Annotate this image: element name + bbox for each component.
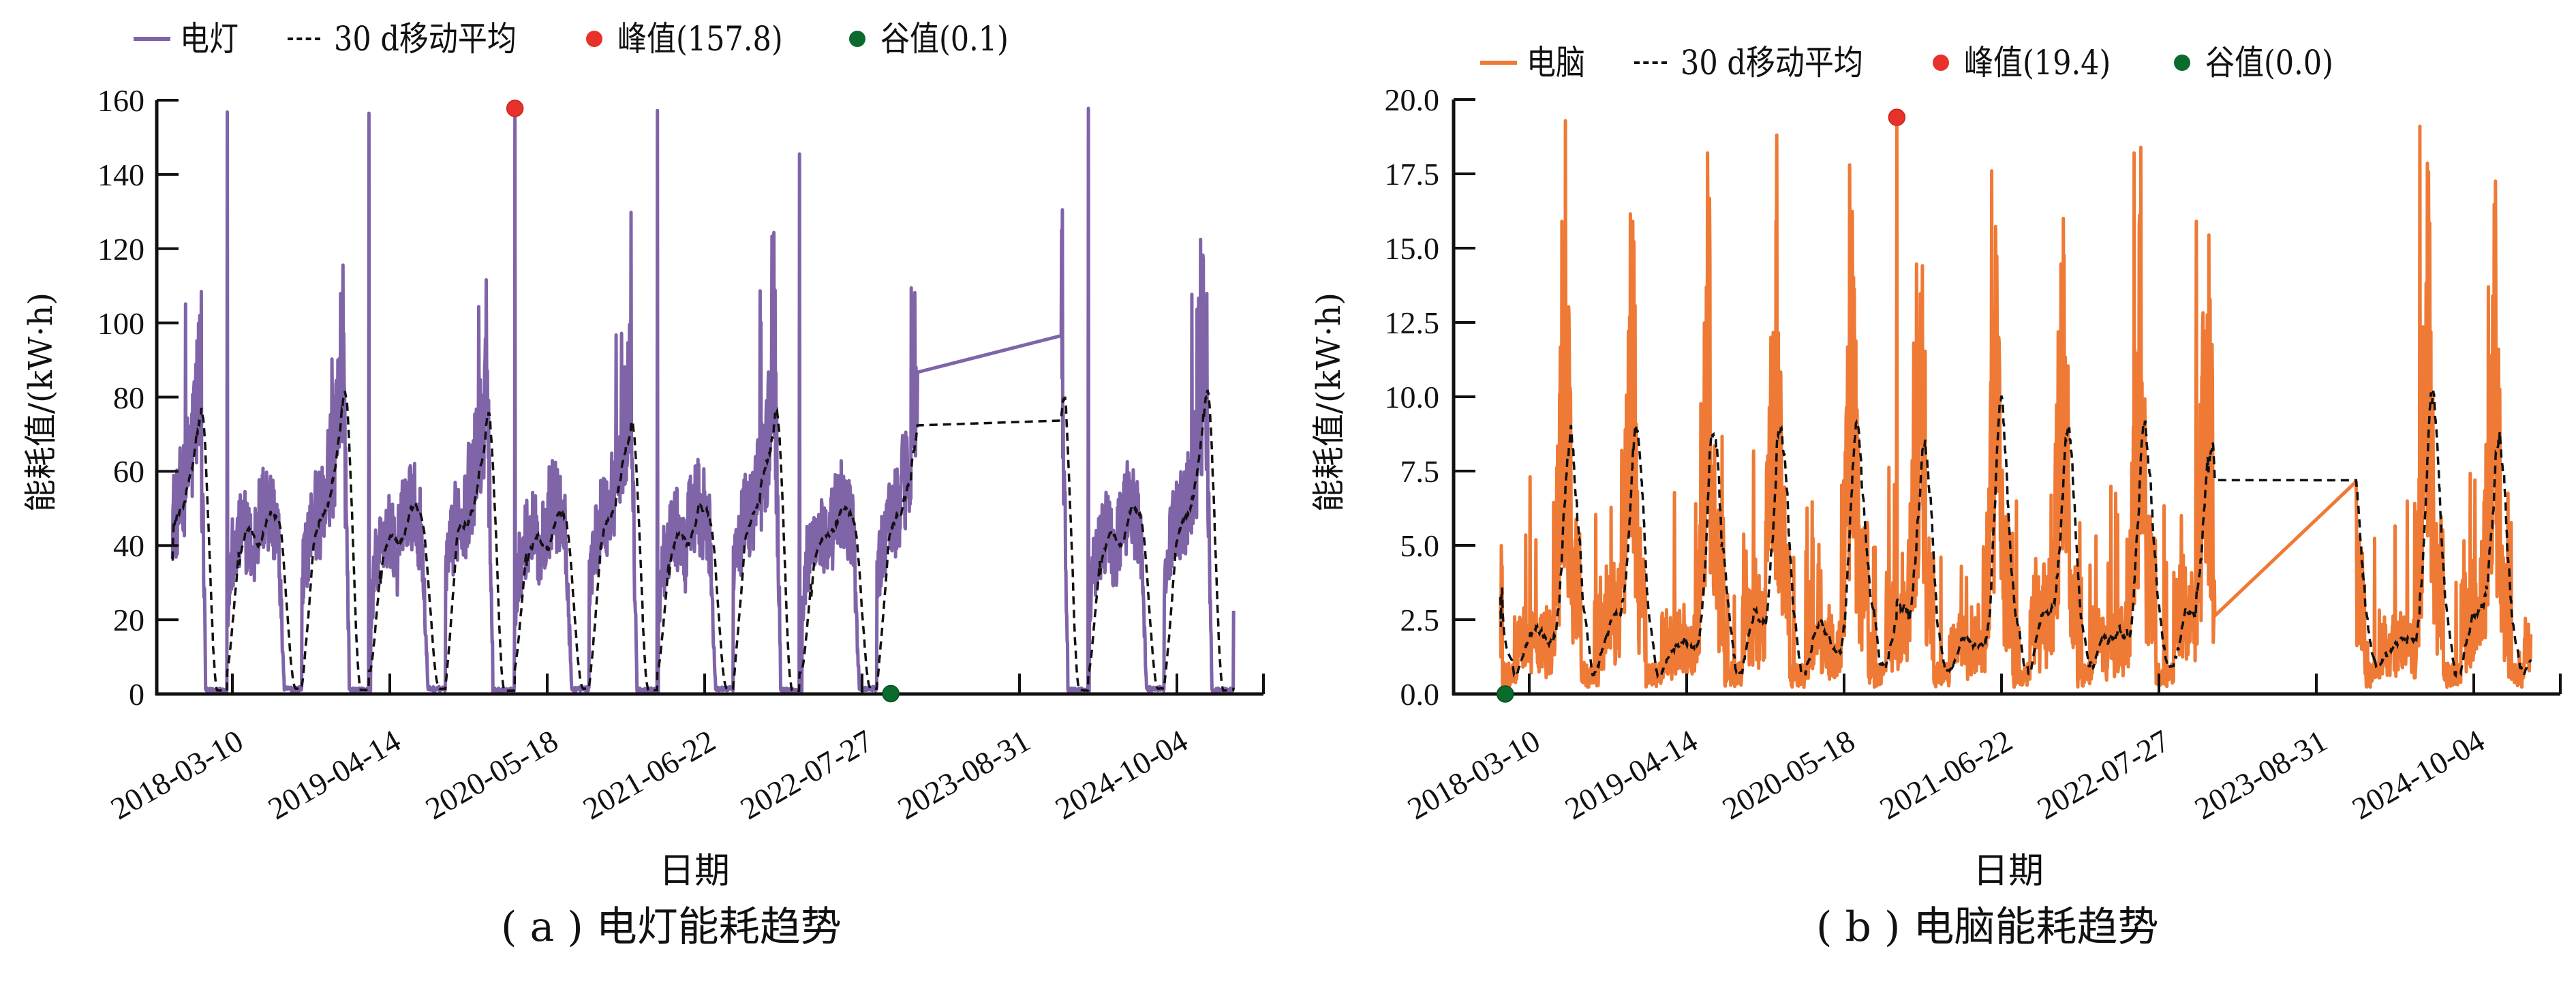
y-tick-label: 20 [113,603,144,638]
y-tick-label: 7.5 [1400,454,1440,489]
legend-dot-peak [1932,55,1949,71]
legend-item-valley: 谷值(0.0) [2173,43,2355,82]
y-tick-label: 60 [113,454,144,489]
legend-b: 电脑 30 d移动平均 峰值(19.4) 谷值(0.0) [1480,46,2393,80]
y-tick-label: 120 [97,231,144,267]
legend-line-swatch [1480,61,1517,65]
legend-item-peak: 峰值(19.4) [1932,43,2134,82]
legend-item-series: 电灯 [134,22,248,56]
x-axis-title: 日期 [1973,851,2044,892]
legend-dash-swatch [288,37,320,40]
legend-label: 电灯 [180,19,239,59]
legend-dot-valley [2173,55,2190,71]
y-tick-label: 17.5 [1384,157,1440,192]
legend-label: 峰值(157.8) [617,19,783,59]
y-tick-label: 40 [113,528,144,564]
legend-a: 电灯 30 d移动平均 峰值(157.8) 谷值(0.1) [134,22,1069,56]
legend-dash-swatch [1634,61,1667,64]
legend-dot-peak [585,31,602,47]
y-axis-title: 能耗值/(kW·h) [1310,292,1348,513]
legend-label: 电脑 [1527,43,1585,82]
y-tick-label: 12.5 [1384,305,1440,340]
y-tick-label: 140 [97,157,144,192]
y-tick-label: 0.0 [1400,677,1440,712]
legend-item-valley: 谷值(0.1) [848,19,1030,59]
x-axis-title: 日期 [659,851,731,892]
legend-item-series: 电脑 [1480,46,1595,80]
series-line [170,106,1236,695]
plot-area-a [155,99,1265,703]
legend-line-swatch [134,37,170,41]
peak-marker [506,100,524,117]
moving-average-line [1499,390,2532,680]
legend-item-ma: 30 d移动平均 [288,22,547,56]
legend-item-ma: 30 d移动平均 [1634,46,1893,80]
y-tick-label: 5.0 [1400,528,1440,563]
legend-dot-valley [848,31,865,47]
y-tick-label: 80 [113,380,144,415]
series-line [1499,115,2533,689]
legend-label: 谷值(0.1) [880,19,1009,59]
valley-marker [882,684,900,703]
chart-panel-a: 电灯 30 d移动平均 峰值(157.8) 谷值(0.1) 0 20 40 60 80 1… [22,22,1265,951]
chart-panel-b: 电脑 30 d移动平均 峰值(19.4) 谷值(0.0) 0.0 2.5 5.0 7.… [1288,0,2576,981]
y-tick-label: 15.0 [1384,231,1440,266]
peak-marker [1888,108,1906,126]
moving-average-line [171,389,1235,693]
y-tick-label: 160 [97,83,144,118]
figure-caption: ( a ) 电灯能耗趋势 [501,903,842,951]
y-axis-title: 能耗值/(kW·h) [22,292,60,513]
y-tick-label: 10.0 [1384,380,1440,414]
legend-label: 峰值(19.4) [1963,43,2111,82]
legend-item-peak: 峰值(157.8) [585,19,810,59]
plot-area-b [1452,98,2562,703]
legend-label: 谷值(0.0) [2205,43,2333,82]
legend-label: 30 d移动平均 [1681,43,1863,82]
y-tick-label: 2.5 [1400,603,1440,637]
y-tick-label: 100 [97,305,144,341]
legend-label: 30 d移动平均 [334,19,517,59]
y-tick-label: 0 [129,677,144,712]
figure-caption: ( b ) 电脑能耗趋势 [1816,903,2159,951]
y-tick-label: 20.0 [1384,82,1440,117]
valley-marker [1497,685,1514,703]
